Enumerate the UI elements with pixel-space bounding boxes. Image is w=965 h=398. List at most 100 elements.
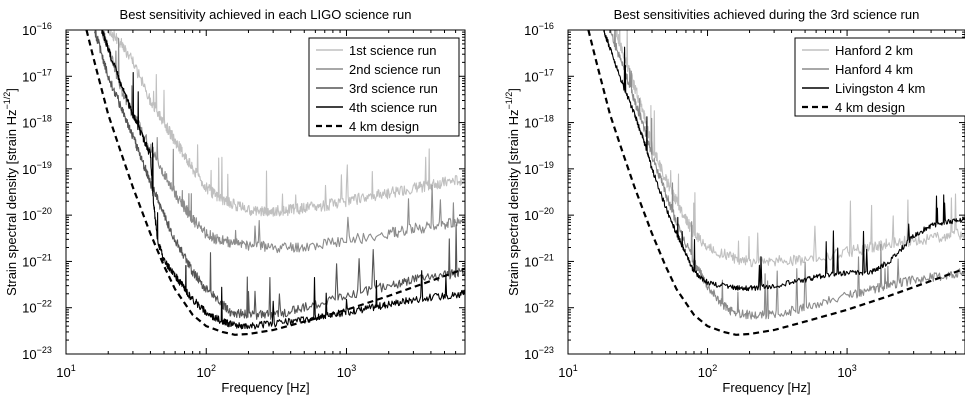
series-line-3 [603,30,965,292]
x-tick-base: 10 [558,365,572,380]
legend-entry: 1st science run [349,43,436,58]
x-tick-exponent: 2 [211,363,216,373]
y-tick-label: 10−22 [524,299,554,316]
y-tick-exponent: −16 [37,21,52,31]
legend-entry: Hanford 2 km [835,43,913,58]
y-label-close: ] [506,88,521,92]
series-line-5 [85,30,465,336]
y-tick-label: 10−17 [22,67,52,84]
y-tick-exponent: −22 [37,299,52,309]
y-label-close: ] [4,88,19,92]
y-tick-label: 10−16 [524,21,554,38]
x-tick-exponent: 1 [71,363,76,373]
y-tick-exponent: −22 [539,299,554,309]
y-tick-exponent: −18 [37,114,52,124]
y-tick-base: 10 [524,208,538,223]
x-axis: 101 102 103 [56,30,466,380]
x-tick-base: 10 [698,365,712,380]
y-tick-exponent: −16 [539,21,554,31]
y-tick-base: 10 [524,116,538,131]
x-tick-label: 103 [337,363,356,380]
series-line-2 [610,30,965,320]
series-line-2 [101,30,465,254]
axes-frame [567,29,965,355]
legend-box [308,37,460,137]
legend: 1st science run 2nd science run 3rd scienc… [308,37,460,137]
y-tick-exponent: −19 [37,160,52,170]
y-tick-base: 10 [524,162,538,177]
x-axis: 101 102 103 [558,30,965,380]
y-tick-label: 10−16 [22,21,52,38]
series-lines [587,30,965,336]
y-tick-label: 10−21 [22,252,52,269]
y-tick-label: 10−23 [524,345,554,362]
legend-entry: 4th science run [349,100,437,115]
y-tick-base: 10 [22,69,36,84]
y-tick-base: 10 [22,301,36,316]
y-tick-label: 10−19 [22,160,52,177]
x-tick-label: 103 [837,363,856,380]
y-tick-base: 10 [22,162,36,177]
legend-entry: Hanford 4 km [835,62,913,77]
y-label-exponent: −1/2 [504,92,514,110]
y-tick-base: 10 [524,254,538,269]
y-tick-label: 10−20 [22,206,52,223]
x-tick-label: 102 [698,363,717,380]
x-tick-exponent: 3 [351,363,356,373]
y-label-main: Strain spectral density [strain Hz [506,110,521,296]
y-tick-exponent: −21 [539,252,554,262]
y-tick-exponent: −21 [37,252,52,262]
y-tick-exponent: −23 [37,345,52,355]
y-axis-label: Strain spectral density [strain Hz−1/2] [2,88,19,296]
axes-frame [65,29,466,355]
y-tick-label: 10−18 [22,114,52,131]
legend-box [794,37,965,117]
y-tick-base: 10 [22,116,36,131]
x-tick-label: 102 [196,363,215,380]
y-tick-base: 10 [524,347,538,362]
y-label-exponent: −1/2 [2,92,12,110]
y-tick-label: 10−20 [524,206,554,223]
y-tick-label: 10−17 [524,67,554,84]
x-tick-label: 101 [558,363,577,380]
y-tick-exponent: −20 [539,206,554,216]
y-tick-label: 10−22 [22,299,52,316]
y-tick-base: 10 [22,208,36,223]
legend-entry: 2nd science run [349,62,441,77]
y-tick-exponent: −18 [539,114,554,124]
y-tick-exponent: −17 [539,67,554,77]
series-line-4 [587,30,965,336]
y-tick-label: 10−21 [524,252,554,269]
x-tick-label: 101 [56,363,75,380]
y-tick-label: 10−18 [524,114,554,131]
x-tick-exponent: 3 [852,363,857,373]
y-tick-exponent: −17 [37,67,52,77]
y-tick-exponent: −23 [539,345,554,355]
x-axis-label: Frequency [Hz] [722,380,810,395]
series-line-3 [94,30,465,320]
legend-entry: 3rd science run [349,81,438,96]
y-axis-label: Strain spectral density [strain Hz−1/2] [504,88,521,296]
left-chart-panel: Best sensitivity achieved in each LIGO s… [2,7,466,395]
y-tick-base: 10 [524,23,538,38]
chart-title: Best sensitivities achieved during the 3… [614,7,920,22]
y-label-main: Strain spectral density [strain Hz [4,110,19,296]
series-lines [85,30,465,336]
legend: Hanford 2 km Hanford 4 km Livingston 4 km 4… [794,37,965,117]
x-tick-base: 10 [337,365,351,380]
y-tick-base: 10 [22,347,36,362]
series-line-1 [107,30,465,217]
x-tick-exponent: 1 [573,363,578,373]
x-axis-label: Frequency [Hz] [221,380,309,395]
right-chart-panel: Best sensitivities achieved during the 3… [504,7,965,395]
x-tick-base: 10 [56,365,70,380]
x-tick-exponent: 2 [712,363,717,373]
y-tick-exponent: −20 [37,206,52,216]
y-tick-base: 10 [524,69,538,84]
legend-entry: Livingston 4 km [835,81,925,96]
y-tick-base: 10 [22,254,36,269]
x-tick-base: 10 [837,365,851,380]
